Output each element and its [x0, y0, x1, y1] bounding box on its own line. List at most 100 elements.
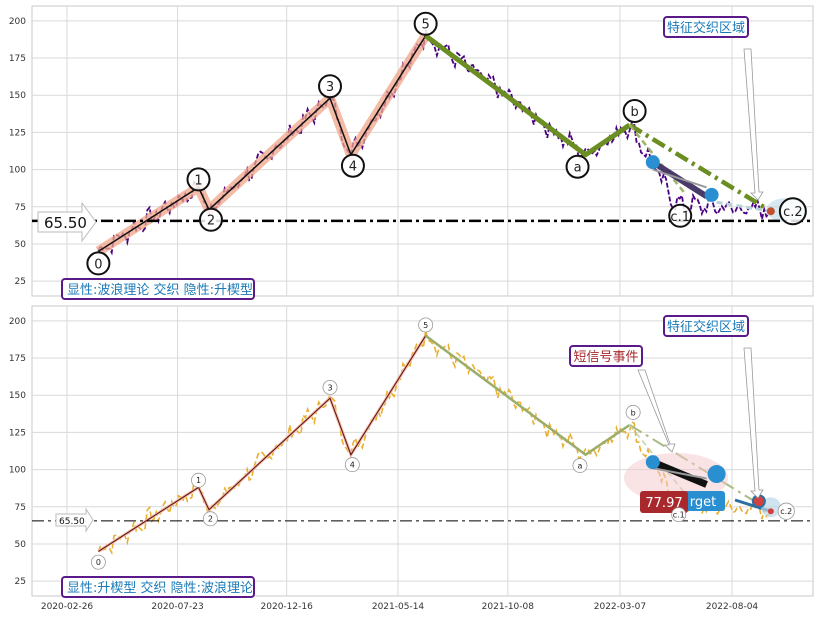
wave-point-marker [86, 251, 111, 276]
x-tick-label: 2021-05-14 [372, 602, 425, 612]
wedge-end-marker [707, 465, 726, 484]
wave-point-marker [413, 11, 438, 36]
y-tick-label: 25 [15, 577, 26, 587]
wave-point-marker [778, 197, 807, 226]
price-level-arrow [55, 507, 94, 533]
x-tick-label: 2022-08-04 [706, 602, 759, 612]
y-tick-label: 75 [15, 203, 26, 213]
x-axis: 2020-02-26 2020-07-23 2020-12-16 2021-05-14… [41, 602, 759, 612]
event-arrow [637, 369, 676, 453]
wedge-target-line [716, 200, 772, 213]
wave-point-label: 3 [326, 80, 334, 95]
target-value-label: 77.97 [645, 496, 682, 511]
region-arrow [743, 48, 764, 201]
wave-point-label: 0 [94, 257, 102, 272]
bottom-panel: 25 50 75 100 125 150 175 200 rget 77.97 65.50 0 1 2 3 4… [9, 305, 814, 598]
wave-point-label: 5 [423, 321, 428, 330]
price-level-arrow [37, 201, 97, 243]
impulse-wave-line [97, 35, 427, 253]
wave-point-label: c.1 [670, 210, 690, 225]
wave-point-label: 1 [196, 476, 201, 485]
y-tick-label: 75 [15, 503, 26, 513]
wave-point-marker [565, 154, 590, 179]
wave-point-label: b [631, 105, 639, 120]
wave-point-marker [418, 317, 434, 333]
wave-point-marker [622, 98, 647, 123]
wave-point-marker [191, 472, 206, 488]
target-marker [766, 207, 775, 216]
x-tick-label: 2020-12-16 [261, 602, 314, 612]
wave-point-label: 2 [207, 214, 215, 229]
y-tick-label: 125 [9, 128, 26, 138]
event-label: 短信号事件 [573, 350, 638, 365]
x-tick-label: 2022-03-07 [594, 602, 646, 612]
legend-text: 显性:升楔型 交织 隐性:波浪理论 [67, 580, 253, 596]
wave-point-label: 1 [194, 173, 202, 188]
wedge-start-marker [645, 455, 660, 470]
wave-point-label: 0 [96, 558, 101, 567]
wave-point-marker [186, 167, 211, 192]
legend-box [61, 576, 255, 598]
wave-point-marker [572, 458, 588, 473]
wave-point-marker [318, 74, 343, 99]
wave-point-label: c.2 [783, 205, 803, 220]
event-label-box [569, 345, 643, 367]
x-tick-label: 2020-02-26 [41, 602, 94, 612]
y-tick-label: 25 [15, 277, 26, 287]
wave-point-label: 4 [349, 160, 357, 175]
wave-point-label: 4 [350, 461, 355, 470]
y-tick-label: 150 [9, 91, 26, 101]
target-glow [760, 497, 781, 518]
target-text: rget [690, 495, 716, 510]
wave-point-marker [322, 379, 338, 395]
legend-box [61, 278, 255, 300]
region-label-box [663, 16, 749, 38]
wave-point-label: 3 [327, 383, 332, 392]
wave-point-marker [777, 502, 795, 520]
region-label-box [663, 315, 749, 337]
impulse-wave-line [98, 335, 427, 552]
wave-c-projection-line [628, 123, 773, 214]
wave-point-marker [340, 153, 365, 178]
correction-wave-line [424, 334, 631, 456]
wave-point-label: c.1 [673, 511, 685, 520]
wave-point-label: a [577, 462, 582, 471]
wave-point-marker [671, 507, 687, 523]
wave-point-label: a [574, 161, 582, 176]
target-dot [767, 508, 774, 515]
y-tick-label: 125 [9, 428, 26, 438]
wave-point-marker [344, 457, 360, 473]
y-tick-label: 150 [9, 391, 26, 401]
x-tick-label: 2020-07-23 [151, 602, 203, 612]
y-tick-label: 100 [9, 466, 26, 476]
y-tick-label: 200 [9, 17, 26, 27]
y-tick-label: 50 [15, 240, 27, 250]
plot-area [31, 305, 814, 597]
wave-point-marker [202, 511, 218, 527]
wedge-lower-line [652, 467, 707, 480]
wave-point-label: c.2 [780, 507, 792, 516]
legend-text: 显性:波浪理论 交织 隐性:升楔型 [67, 282, 253, 298]
price-level-label: 65.50 [59, 517, 85, 527]
wedge-lower-line [652, 168, 707, 189]
correction-wave-line [424, 33, 631, 158]
wave-point-label: 2 [208, 515, 213, 524]
region-arrow [743, 347, 764, 499]
wave-point-label: b [631, 408, 636, 417]
wave-point-marker [198, 207, 223, 232]
wedge-end-marker [704, 187, 719, 202]
wave-point-marker [668, 203, 693, 228]
wave-point-label: 5 [422, 18, 430, 33]
wave-point-marker [90, 554, 106, 570]
region-label: 特征交织区域 [667, 20, 745, 36]
plot-area [31, 5, 814, 297]
y-tick-label: 175 [9, 354, 26, 364]
wave-point-marker [625, 404, 641, 420]
region-label: 特征交织区域 [667, 319, 745, 335]
price-level-label: 65.50 [44, 214, 87, 232]
wedge-start-marker [645, 155, 660, 170]
x-tick-label: 2021-10-08 [482, 602, 535, 612]
y-tick-label: 100 [9, 166, 26, 176]
y-tick-label: 50 [15, 540, 27, 550]
